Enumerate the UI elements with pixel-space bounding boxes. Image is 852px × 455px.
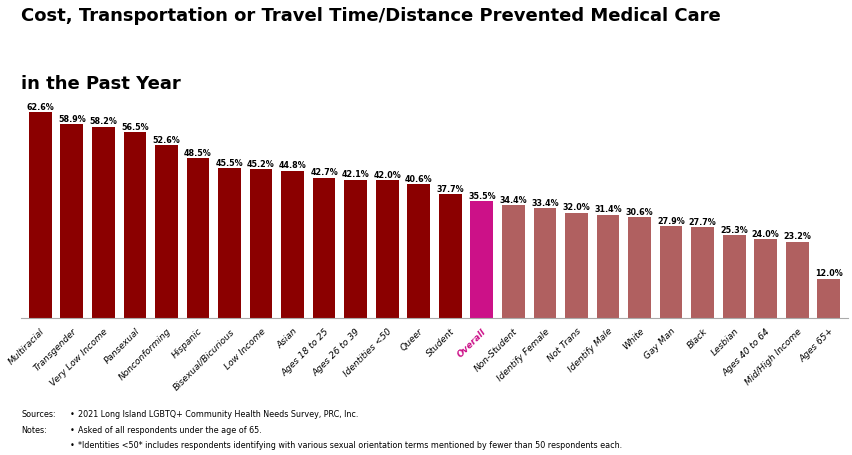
Bar	[502, 206, 525, 318]
Text: 56.5%: 56.5%	[121, 122, 148, 131]
Bar	[817, 279, 840, 318]
Text: 45.5%: 45.5%	[216, 159, 244, 168]
Text: 42.1%: 42.1%	[342, 170, 370, 179]
Text: Sources:: Sources:	[21, 410, 56, 419]
Bar	[60, 125, 83, 318]
Bar	[250, 170, 273, 318]
Text: 27.9%: 27.9%	[657, 217, 685, 226]
Text: 48.5%: 48.5%	[184, 149, 212, 158]
Bar	[376, 181, 399, 318]
Bar	[313, 178, 336, 318]
Text: 30.6%: 30.6%	[625, 207, 653, 217]
Text: 42.7%: 42.7%	[310, 168, 338, 177]
Text: 62.6%: 62.6%	[26, 102, 54, 111]
Bar	[565, 213, 588, 318]
Text: 31.4%: 31.4%	[594, 205, 622, 214]
Bar	[786, 242, 809, 318]
Text: 23.2%: 23.2%	[783, 232, 811, 241]
Text: 35.5%: 35.5%	[468, 192, 496, 201]
Bar	[92, 127, 115, 318]
Text: 25.3%: 25.3%	[720, 225, 748, 234]
Text: 42.0%: 42.0%	[373, 170, 401, 179]
Text: 52.6%: 52.6%	[153, 135, 181, 144]
Text: 32.0%: 32.0%	[562, 203, 590, 212]
Bar	[218, 169, 241, 318]
Text: 58.2%: 58.2%	[89, 117, 118, 126]
Text: Asked of all respondents under the age of 65.: Asked of all respondents under the age o…	[78, 425, 262, 435]
Bar	[29, 113, 52, 318]
Text: 34.4%: 34.4%	[499, 195, 527, 204]
Text: in the Past Year: in the Past Year	[21, 75, 181, 93]
Bar	[691, 228, 714, 318]
Text: 58.9%: 58.9%	[58, 115, 86, 124]
Text: Cost, Transportation or Travel Time/Distance Prevented Medical Care: Cost, Transportation or Travel Time/Dist…	[21, 7, 721, 25]
Text: *Identities <50* includes respondents identifying with various sexual orientatio: *Identities <50* includes respondents id…	[78, 440, 623, 450]
Bar	[628, 218, 651, 318]
Bar	[155, 146, 178, 318]
Bar	[187, 159, 210, 318]
Bar	[596, 215, 619, 318]
Bar	[470, 202, 493, 318]
Text: 24.0%: 24.0%	[751, 229, 780, 238]
Text: 27.7%: 27.7%	[688, 217, 717, 226]
Text: 37.7%: 37.7%	[436, 184, 464, 193]
Bar	[722, 235, 746, 318]
Text: 12.0%: 12.0%	[815, 269, 843, 278]
Text: •: •	[70, 440, 75, 450]
Bar	[439, 195, 462, 318]
Text: •: •	[70, 425, 75, 435]
Bar	[754, 240, 777, 318]
Text: Notes:: Notes:	[21, 425, 47, 435]
Bar	[281, 171, 304, 318]
Text: 40.6%: 40.6%	[405, 175, 433, 184]
Bar	[124, 133, 147, 318]
Text: 45.2%: 45.2%	[247, 160, 275, 169]
Text: 33.4%: 33.4%	[531, 198, 559, 207]
Bar	[659, 227, 682, 318]
Bar	[533, 209, 556, 318]
Bar	[344, 180, 367, 318]
Bar	[407, 185, 430, 318]
Text: 44.8%: 44.8%	[279, 161, 307, 170]
Text: •: •	[70, 410, 75, 419]
Text: 2021 Long Island LGBTQ+ Community Health Needs Survey, PRC, Inc.: 2021 Long Island LGBTQ+ Community Health…	[78, 410, 359, 419]
